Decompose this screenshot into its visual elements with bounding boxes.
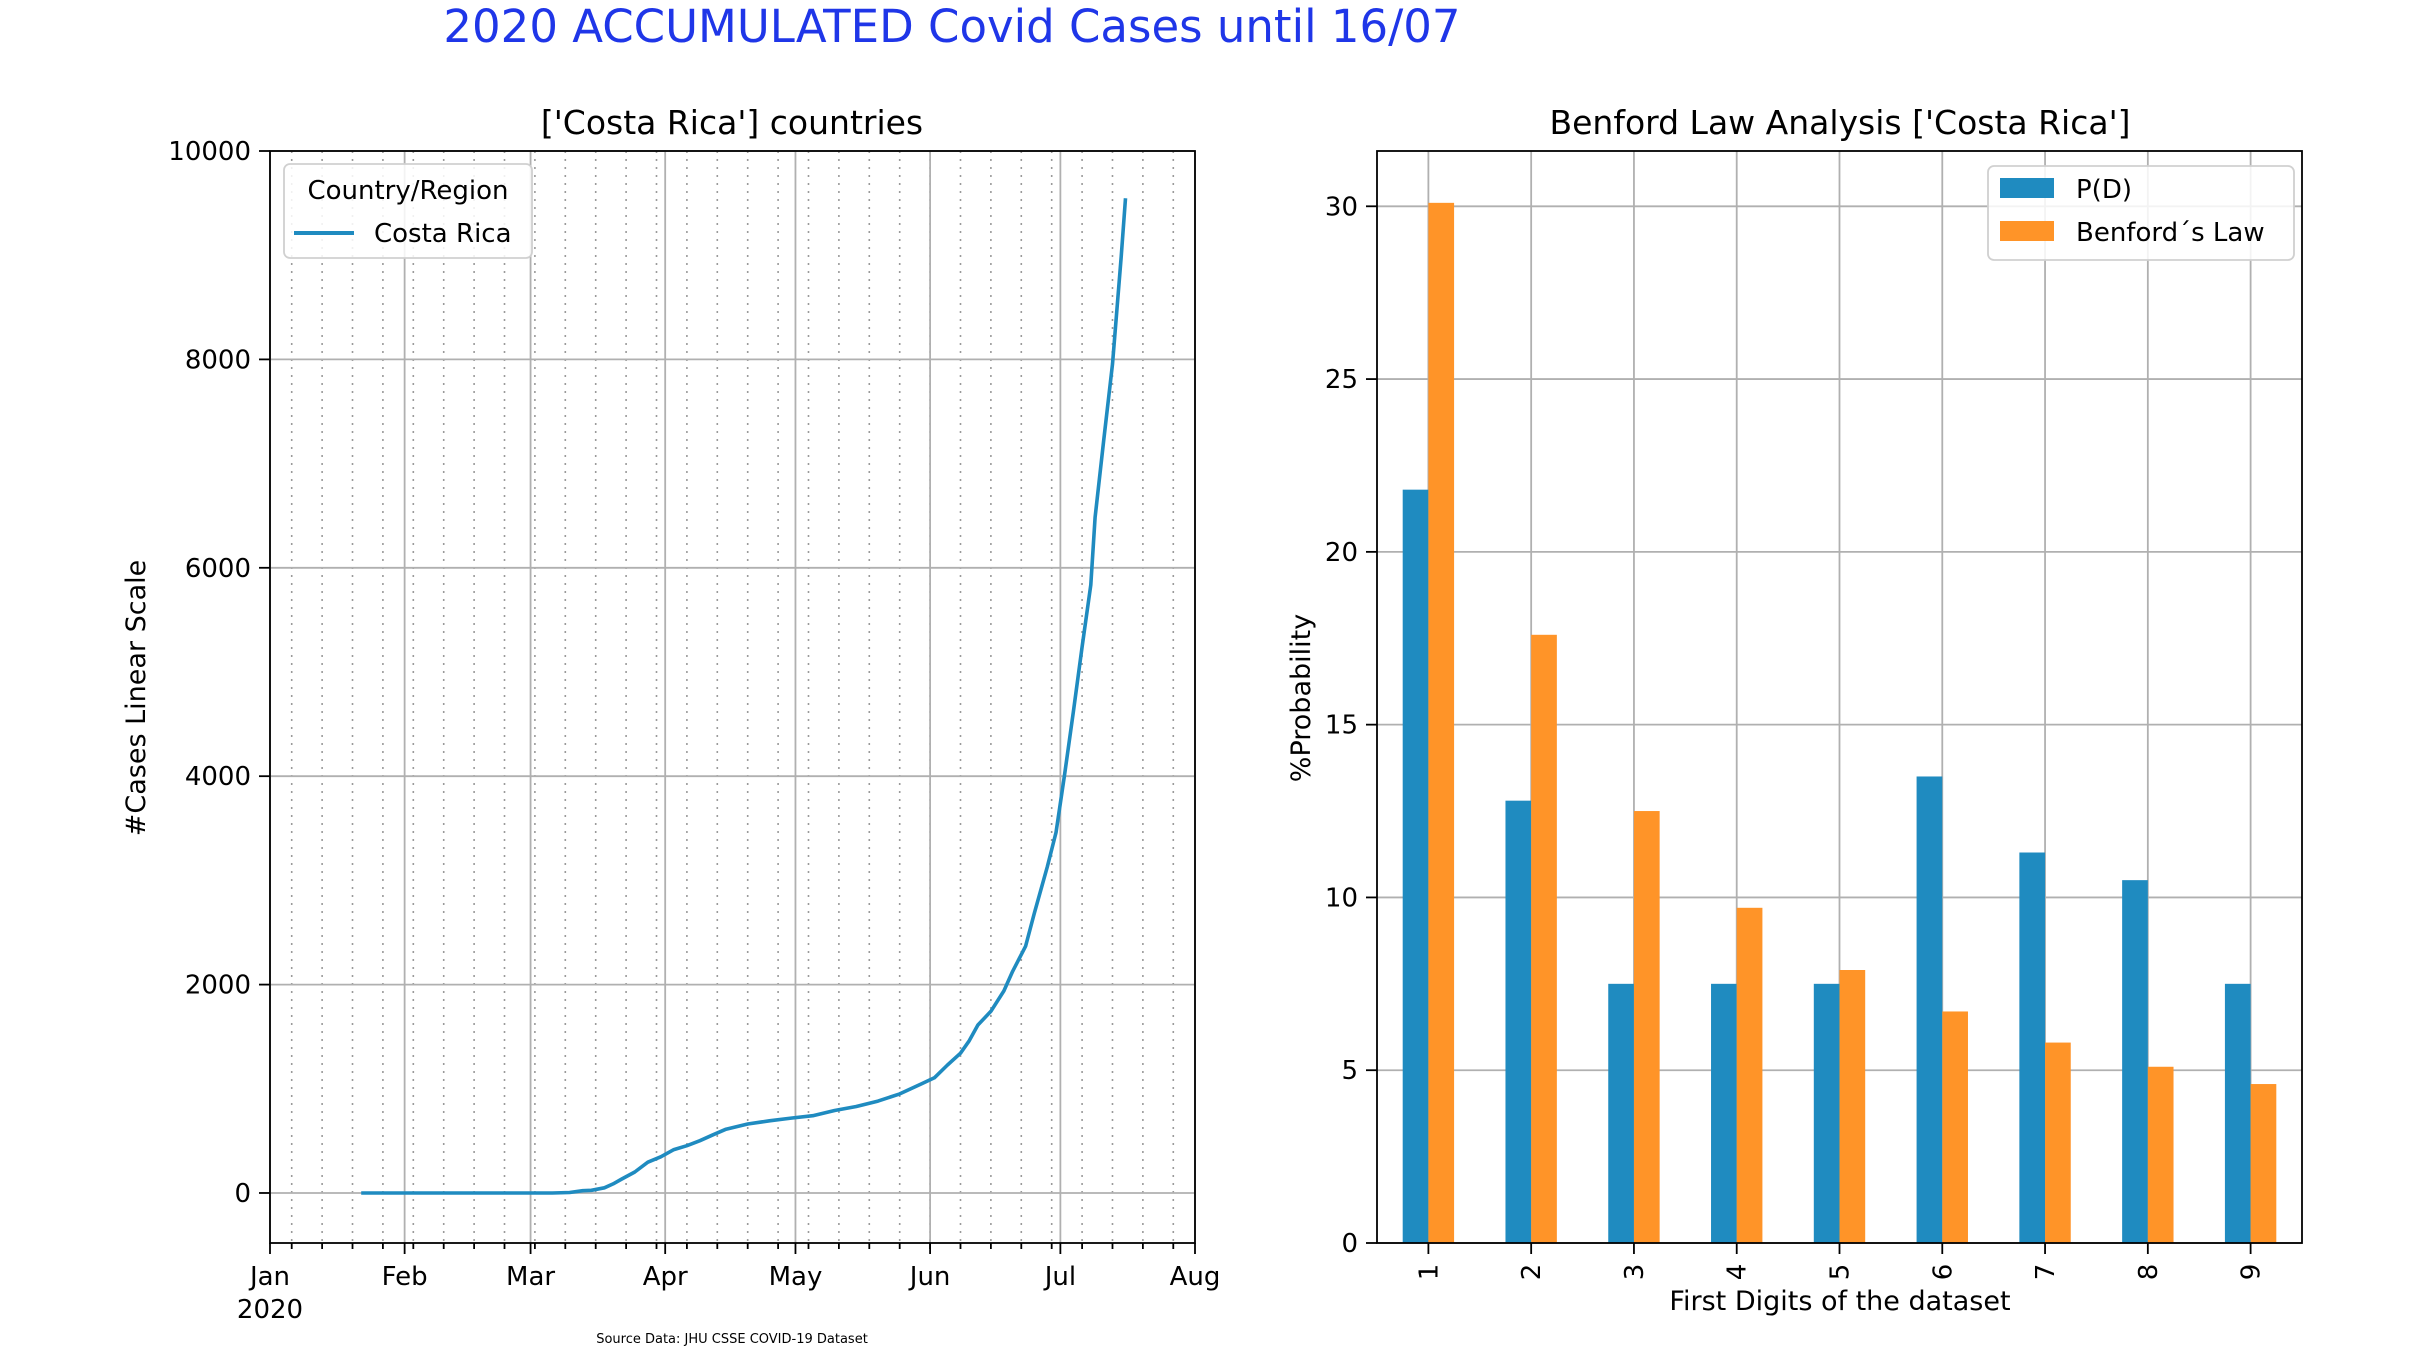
bar-chart-benford: 1 2 3 4 5 6 7 8 9 0 5 10 15 20 25 30 Benford Law Analy…	[1286, 103, 2303, 1317]
bar-pd-9	[2224, 983, 2251, 1243]
y-tick-label: 6000	[185, 554, 251, 584]
x-tick-label: Jul	[1043, 1262, 1076, 1292]
series-line-costa-rica	[361, 198, 1128, 1195]
x-tick-label: 5	[1826, 1264, 1856, 1281]
line-chart-frame	[269, 150, 1196, 1244]
bar-benford-4	[1736, 907, 1763, 1243]
x-tick-label: 9	[2237, 1264, 2267, 1281]
y-tick-label: 0	[1341, 1229, 1358, 1259]
x-tick-label: 7	[2031, 1264, 2061, 1281]
legend-entry-benford: Benford´s Law	[2076, 218, 2265, 248]
bar-benford-1	[1428, 202, 1455, 1243]
bar-benford-7	[2045, 1042, 2071, 1243]
legend-swatch-benford	[2000, 221, 2054, 241]
x-tick-label: Apr	[643, 1262, 688, 1292]
line-chart-title: ['Costa Rica'] countries	[541, 103, 923, 142]
legend-box	[1987, 165, 2295, 261]
legend-title: Country/Region	[307, 176, 508, 206]
line-chart-ticks	[259, 150, 1196, 1254]
bar-chart-x-tick-labels: 1 2 3 4 5 6 7 8 9	[1414, 1264, 2266, 1281]
bar-benford-6	[1942, 1011, 1968, 1243]
y-tick-label: 4000	[185, 762, 251, 792]
y-tick-label: 8000	[185, 345, 251, 375]
line-chart-plot-area	[361, 198, 1128, 1195]
x-tick-label: 6	[1928, 1264, 1958, 1281]
bar-pd-3	[1608, 983, 1634, 1243]
bar-chart-ticks	[1366, 205, 2252, 1254]
y-tick-label: 20	[1325, 538, 1358, 568]
figure-suptitle: 2020 ACCUMULATED Covid Cases until 16/07	[443, 0, 1460, 53]
bar-pd-2	[1505, 800, 1532, 1243]
x-tick-label: 4	[1723, 1264, 1753, 1281]
y-tick-label: 10	[1325, 883, 1358, 913]
line-chart-costa-rica: Jan Feb Mar Apr May Jun Jul Aug 0 2000 4000 6000 80…	[121, 103, 1220, 1347]
bar-pd-8	[2122, 880, 2148, 1243]
x-tick-label: 8	[2134, 1264, 2164, 1281]
bar-benford-3	[1633, 811, 1660, 1243]
line-chart-year-label: 2020	[237, 1295, 303, 1325]
bar-chart-y-tick-labels: 0 5 10 15 20 25 30	[1325, 192, 1358, 1259]
y-tick-label: 25	[1325, 365, 1358, 395]
bar-pd-7	[2019, 852, 2046, 1243]
legend-swatch-pd	[2000, 178, 2054, 198]
x-tick-label: Feb	[382, 1262, 428, 1292]
x-tick-label: 1	[1414, 1264, 1444, 1281]
x-tick-label: Mar	[506, 1262, 555, 1292]
y-tick-label: 10000	[168, 137, 251, 167]
bar-chart-bars	[1402, 202, 2277, 1244]
legend-entry-costa-rica: Costa Rica	[374, 219, 512, 249]
y-tick-label: 2000	[185, 971, 251, 1001]
x-tick-label: Jun	[908, 1262, 951, 1292]
bar-pd-5	[1813, 983, 1840, 1243]
bar-benford-2	[1531, 634, 1557, 1243]
legend-entry-pd: P(D)	[2076, 175, 2132, 205]
line-chart-y-tick-labels: 0 2000 4000 6000 8000 10000	[168, 137, 251, 1209]
line-chart-y-axis-label: #Cases Linear Scale	[121, 560, 152, 837]
bar-chart-x-axis-label: First Digits of the dataset	[1669, 1286, 2010, 1317]
x-tick-label: 2	[1517, 1264, 1547, 1281]
bar-pd-4	[1711, 983, 1737, 1243]
x-tick-label: Jan	[248, 1262, 290, 1292]
bar-chart-legend: P(D) Benford´s Law	[1987, 165, 2295, 261]
x-tick-label: Aug	[1170, 1262, 1221, 1292]
y-tick-label: 0	[234, 1179, 251, 1209]
line-chart-x-tick-labels: Jan Feb Mar Apr May Jun Jul Aug	[248, 1262, 1220, 1292]
bar-pd-1	[1402, 489, 1429, 1244]
bar-benford-9	[2250, 1084, 2277, 1243]
bar-benford-8	[2147, 1066, 2174, 1243]
bar-chart-title: Benford Law Analysis ['Costa Rica']	[1549, 103, 2130, 142]
y-tick-label: 30	[1325, 192, 1358, 222]
bar-pd-6	[1916, 776, 1943, 1243]
x-tick-label: May	[769, 1262, 823, 1292]
y-tick-label: 5	[1341, 1056, 1358, 1086]
bar-benford-5	[1839, 970, 1866, 1243]
line-chart-legend: Country/Region Costa Rica	[283, 163, 533, 259]
y-tick-label: 15	[1325, 711, 1358, 741]
source-note: Source Data: JHU CSSE COVID-19 Dataset	[596, 1332, 868, 1347]
x-tick-label: 3	[1620, 1264, 1650, 1281]
bar-chart-y-axis-label: %Probability	[1286, 614, 1317, 782]
